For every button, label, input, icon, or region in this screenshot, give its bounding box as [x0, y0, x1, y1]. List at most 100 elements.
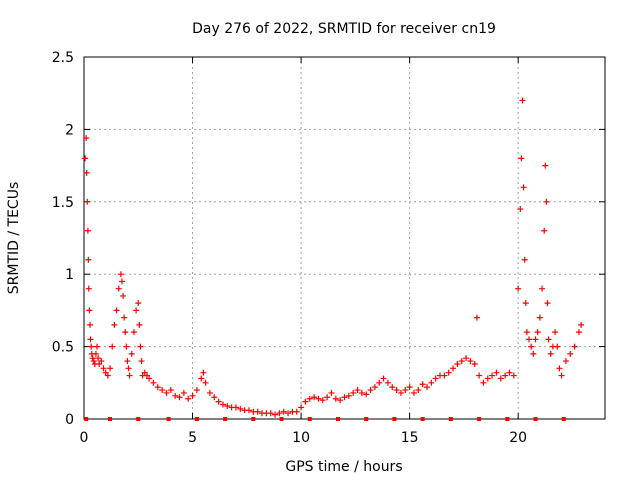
data-point — [120, 292, 127, 299]
data-point — [128, 350, 135, 357]
data-point — [180, 389, 187, 396]
baseline-marker — [364, 417, 369, 421]
baseline-marker — [251, 417, 256, 421]
data-point — [85, 256, 92, 263]
data-point — [389, 384, 396, 391]
data-point — [276, 410, 283, 417]
data-point — [384, 379, 391, 386]
data-point — [324, 394, 331, 401]
data-point — [293, 408, 300, 415]
data-point — [562, 358, 569, 365]
data-point — [94, 343, 101, 350]
data-point — [371, 384, 378, 391]
data-point — [393, 387, 400, 394]
y-axis-title: SRMTID / TECUs — [6, 182, 22, 295]
data-point — [467, 358, 474, 365]
data-point — [172, 392, 179, 399]
data-point — [280, 408, 287, 415]
data-point — [489, 372, 496, 379]
data-point — [113, 307, 120, 314]
baseline-marker — [533, 417, 538, 421]
data-point — [126, 372, 133, 379]
data-point — [432, 375, 439, 382]
data-point — [542, 162, 549, 169]
baseline-marker — [505, 417, 510, 421]
data-point — [163, 389, 170, 396]
data-point — [198, 375, 205, 382]
y-tick-label: 2.5 — [52, 50, 74, 66]
data-point — [88, 343, 95, 350]
data-point — [519, 97, 526, 104]
x-tick-label: 20 — [509, 430, 527, 446]
data-point — [193, 387, 200, 394]
data-point — [558, 372, 565, 379]
data-point — [185, 395, 192, 402]
data-point — [518, 155, 525, 162]
data-point — [130, 329, 137, 336]
data-point — [402, 387, 409, 394]
data-point — [111, 321, 118, 328]
y-tick-label: 2 — [65, 122, 74, 138]
data-point — [117, 271, 124, 278]
y-tick-label: 1 — [65, 267, 74, 283]
data-point — [528, 343, 535, 350]
data-point — [544, 300, 551, 307]
ticks: 0 5 10 15 20 0 0.5 1 1.5 2 2.5 — [52, 50, 605, 446]
data-point — [122, 329, 129, 336]
data-point — [272, 411, 279, 418]
data-point — [397, 389, 404, 396]
data-point — [115, 285, 122, 292]
baseline-marker — [335, 417, 340, 421]
baseline-marker — [279, 417, 284, 421]
data-point — [578, 321, 585, 328]
data-point — [95, 355, 102, 362]
data-point — [423, 384, 430, 391]
data-point — [82, 155, 89, 162]
x-tick-label: 0 — [80, 430, 89, 446]
data-point — [450, 365, 457, 372]
data-point — [376, 379, 383, 386]
data-point — [328, 389, 335, 396]
data-point — [311, 394, 318, 401]
data-point — [363, 391, 370, 398]
x-axis-title: GPS time / hours — [285, 459, 402, 475]
data-point — [493, 369, 500, 376]
y-tick-label: 1.5 — [52, 195, 74, 211]
data-point — [107, 365, 114, 372]
data-point — [541, 227, 548, 234]
data-point — [104, 372, 111, 379]
data-point — [254, 408, 261, 415]
data-point — [341, 394, 348, 401]
data-point — [138, 358, 145, 365]
data-point — [332, 395, 339, 402]
data-point — [125, 365, 132, 372]
data-point — [189, 392, 196, 399]
data-point — [232, 404, 239, 411]
chart-title: Day 276 of 2022, SRMTID for receiver cn1… — [192, 21, 496, 37]
data-point — [215, 398, 222, 405]
data-point — [415, 387, 422, 394]
baseline-marker — [307, 417, 312, 421]
data-point — [521, 256, 528, 263]
data-point — [458, 358, 465, 365]
data-point — [539, 285, 546, 292]
data-point — [267, 410, 274, 417]
data-point — [552, 329, 559, 336]
data-point — [545, 336, 552, 343]
y-tick-label: 0.5 — [52, 340, 74, 356]
data-point — [476, 372, 483, 379]
baseline-marker — [561, 417, 566, 421]
data-point — [522, 300, 529, 307]
data-point — [84, 198, 91, 205]
data-point — [123, 343, 130, 350]
plot-frame — [83, 56, 606, 420]
data-point — [133, 307, 140, 314]
data-point — [121, 314, 128, 321]
data-point — [200, 369, 207, 376]
data-point — [502, 372, 509, 379]
data-point — [100, 365, 107, 372]
data-point — [406, 384, 413, 391]
data-point — [441, 372, 448, 379]
data-point — [337, 397, 344, 404]
